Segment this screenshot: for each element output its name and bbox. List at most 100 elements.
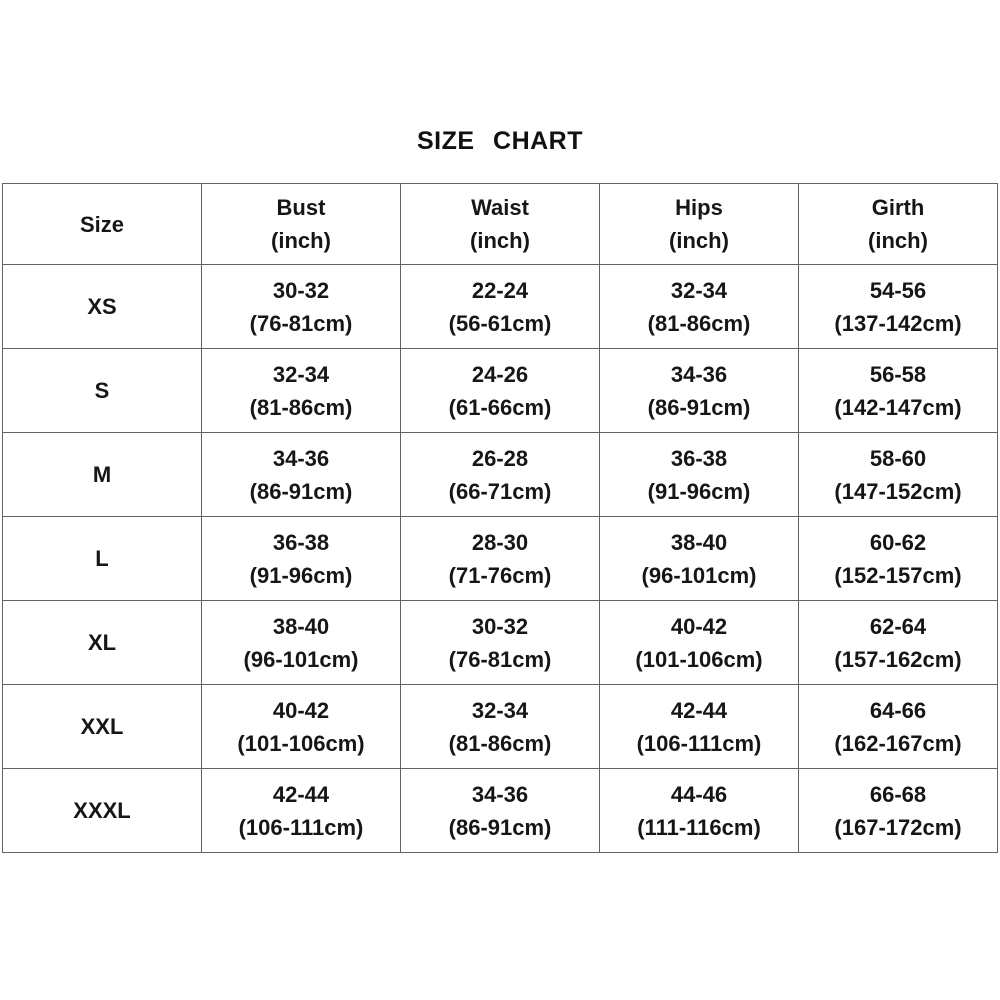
cell-cm-value: (71-76cm) bbox=[448, 562, 552, 588]
cell-inch-value: 62-64 bbox=[869, 613, 927, 639]
column-header-label: Girth bbox=[871, 195, 925, 220]
cell-inch-value: 42-44 bbox=[272, 781, 330, 807]
page-title: SIZE CHART bbox=[417, 127, 583, 155]
column-header-label: Size bbox=[79, 211, 125, 237]
cell-cm-value: (86-91cm) bbox=[448, 814, 552, 840]
bust-cell: 32-34 (81-86cm) bbox=[201, 348, 401, 433]
table-row-xxxl: XXXL 42-44 (106-111cm) 34-36 (86-91cm) 4… bbox=[2, 768, 998, 853]
table-row-xs: XS 30-32 (76-81cm) 22-24 (56-61cm) 32-34… bbox=[2, 264, 998, 349]
waist-cell: 28-30 (71-76cm) bbox=[400, 516, 600, 601]
cell-cm-value: (147-152cm) bbox=[834, 478, 962, 504]
table-row-xxl: XXL 40-42 (101-106cm) 32-34 (81-86cm) 42… bbox=[2, 684, 998, 769]
column-header-unit: (inch) bbox=[669, 228, 729, 253]
cell-inch-value: 60-62 bbox=[869, 529, 927, 555]
cell-cm-value: (81-86cm) bbox=[448, 730, 552, 756]
cell-inch-value: 64-66 bbox=[869, 697, 927, 723]
cell-cm-value: (106-111cm) bbox=[238, 814, 364, 840]
cell-cm-value: (86-91cm) bbox=[647, 394, 751, 420]
girth-cell: 58-60 (147-152cm) bbox=[798, 432, 998, 517]
cell-cm-value: (137-142cm) bbox=[834, 310, 962, 336]
column-header-label: Hips bbox=[675, 195, 723, 220]
hips-cell: 40-42 (101-106cm) bbox=[599, 600, 799, 685]
cell-cm-value: (96-101cm) bbox=[641, 562, 757, 588]
size-cell: XXXL bbox=[2, 768, 202, 853]
table-row-s: S 32-34 (81-86cm) 24-26 (61-66cm) 34-36 … bbox=[2, 348, 998, 433]
cell-cm-value: (111-116cm) bbox=[637, 814, 761, 840]
size-cell: XXL bbox=[2, 684, 202, 769]
girth-cell: 64-66 (162-167cm) bbox=[798, 684, 998, 769]
hips-cell: 42-44 (106-111cm) bbox=[599, 684, 799, 769]
cell-cm-value: (61-66cm) bbox=[448, 394, 552, 420]
cell-inch-value: 36-38 bbox=[670, 445, 728, 471]
cell-cm-value: (81-86cm) bbox=[249, 394, 353, 420]
size-cell: XS bbox=[2, 264, 202, 349]
bust-cell: 40-42 (101-106cm) bbox=[201, 684, 401, 769]
header-row: Size Bust (inch) Waist (inch) Hips (inch… bbox=[2, 183, 998, 265]
bust-cell: 34-36 (86-91cm) bbox=[201, 432, 401, 517]
cell-inch-value: 38-40 bbox=[670, 529, 728, 555]
cell-inch-value: 22-24 bbox=[471, 277, 529, 303]
waist-cell: 34-36 (86-91cm) bbox=[400, 768, 600, 853]
cell-cm-value: (106-111cm) bbox=[636, 730, 762, 756]
cell-inch-value: 28-30 bbox=[471, 529, 529, 555]
girth-cell: 60-62 (152-157cm) bbox=[798, 516, 998, 601]
table-row-l: L 36-38 (91-96cm) 28-30 (71-76cm) 38-40 … bbox=[2, 516, 998, 601]
cell-inch-value: 40-42 bbox=[670, 613, 728, 639]
cell-inch-value: 58-60 bbox=[869, 445, 927, 471]
cell-inch-value: 30-32 bbox=[272, 277, 330, 303]
size-cell: S bbox=[2, 348, 202, 433]
cell-cm-value: (76-81cm) bbox=[249, 310, 353, 336]
cell-inch-value: 36-38 bbox=[272, 529, 330, 555]
cell-inch-value: 32-34 bbox=[471, 697, 529, 723]
girth-cell: 56-58 (142-147cm) bbox=[798, 348, 998, 433]
waist-cell: 26-28 (66-71cm) bbox=[400, 432, 600, 517]
column-header-waist: Waist (inch) bbox=[400, 183, 600, 265]
cell-cm-value: (56-61cm) bbox=[448, 310, 552, 336]
size-cell: L bbox=[2, 516, 202, 601]
column-header-label: Waist bbox=[471, 195, 529, 220]
hips-cell: 36-38 (91-96cm) bbox=[599, 432, 799, 517]
column-header-label: Bust bbox=[276, 195, 326, 220]
size-chart-table: Size Bust (inch) Waist (inch) Hips (inch… bbox=[2, 183, 998, 853]
cell-inch-value: 54-56 bbox=[869, 277, 927, 303]
cell-cm-value: (91-96cm) bbox=[647, 478, 751, 504]
waist-cell: 32-34 (81-86cm) bbox=[400, 684, 600, 769]
waist-cell: 24-26 (61-66cm) bbox=[400, 348, 600, 433]
cell-inch-value: 38-40 bbox=[272, 613, 330, 639]
cell-inch-value: 32-34 bbox=[670, 277, 728, 303]
bust-cell: 42-44 (106-111cm) bbox=[201, 768, 401, 853]
cell-inch-value: 42-44 bbox=[670, 697, 728, 723]
cell-cm-value: (152-157cm) bbox=[834, 562, 962, 588]
bust-cell: 38-40 (96-101cm) bbox=[201, 600, 401, 685]
hips-cell: 38-40 (96-101cm) bbox=[599, 516, 799, 601]
cell-inch-value: 40-42 bbox=[272, 697, 330, 723]
cell-cm-value: (162-167cm) bbox=[834, 730, 962, 756]
cell-cm-value: (142-147cm) bbox=[834, 394, 962, 420]
cell-inch-value: 32-34 bbox=[272, 361, 330, 387]
table-row-m: M 34-36 (86-91cm) 26-28 (66-71cm) 36-38 … bbox=[2, 432, 998, 517]
girth-cell: 54-56 (137-142cm) bbox=[798, 264, 998, 349]
size-cell: XL bbox=[2, 600, 202, 685]
cell-cm-value: (101-106cm) bbox=[635, 646, 763, 672]
column-header-unit: (inch) bbox=[271, 228, 331, 253]
hips-cell: 44-46 (111-116cm) bbox=[599, 768, 799, 853]
cell-cm-value: (86-91cm) bbox=[249, 478, 353, 504]
waist-cell: 22-24 (56-61cm) bbox=[400, 264, 600, 349]
table-row-xl: XL 38-40 (96-101cm) 30-32 (76-81cm) 40-4… bbox=[2, 600, 998, 685]
cell-cm-value: (81-86cm) bbox=[647, 310, 751, 336]
column-header-bust: Bust (inch) bbox=[201, 183, 401, 265]
column-header-unit: (inch) bbox=[470, 228, 530, 253]
cell-cm-value: (96-101cm) bbox=[243, 646, 359, 672]
cell-cm-value: (167-172cm) bbox=[834, 814, 962, 840]
girth-cell: 66-68 (167-172cm) bbox=[798, 768, 998, 853]
cell-cm-value: (157-162cm) bbox=[834, 646, 962, 672]
waist-cell: 30-32 (76-81cm) bbox=[400, 600, 600, 685]
bust-cell: 30-32 (76-81cm) bbox=[201, 264, 401, 349]
cell-inch-value: 30-32 bbox=[471, 613, 529, 639]
cell-inch-value: 26-28 bbox=[471, 445, 529, 471]
hips-cell: 32-34 (81-86cm) bbox=[599, 264, 799, 349]
size-cell: M bbox=[2, 432, 202, 517]
cell-cm-value: (91-96cm) bbox=[249, 562, 353, 588]
bust-cell: 36-38 (91-96cm) bbox=[201, 516, 401, 601]
cell-inch-value: 24-26 bbox=[471, 361, 529, 387]
